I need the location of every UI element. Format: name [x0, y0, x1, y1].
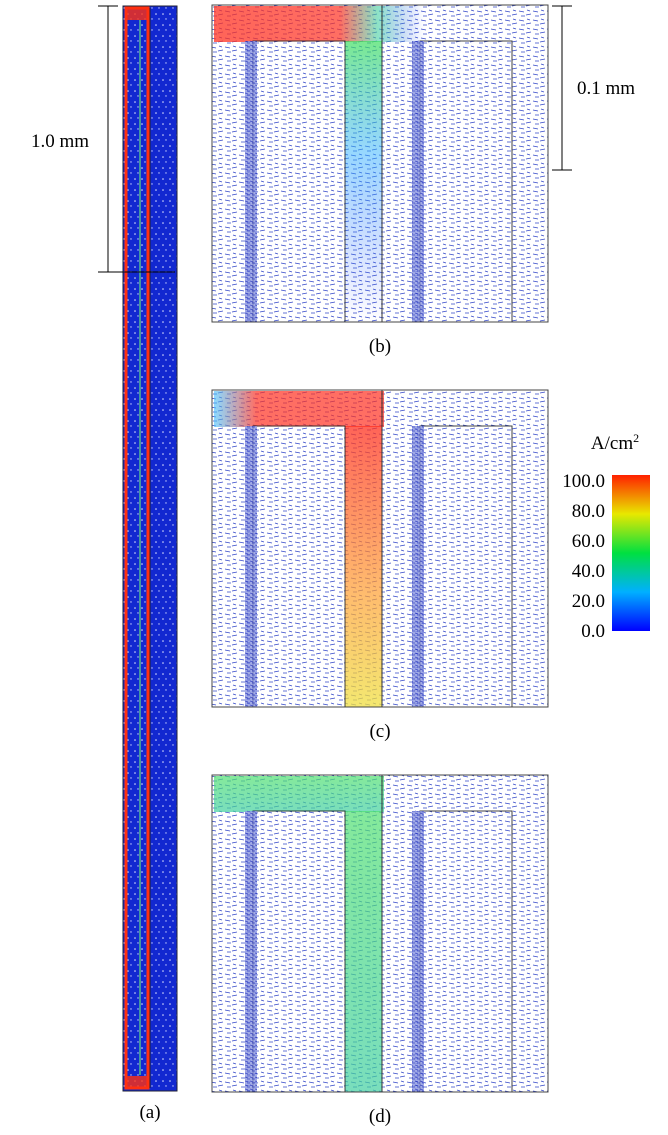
scale-bar-b	[552, 5, 572, 171]
current-channel	[345, 426, 382, 707]
outline	[211, 4, 549, 323]
edge-density	[245, 41, 257, 322]
unit-superscript: 2	[633, 431, 639, 445]
edge-density	[412, 426, 424, 707]
current-top	[214, 391, 384, 427]
electrode	[419, 40, 513, 323]
current-channel	[345, 811, 382, 1092]
unit: A/cm	[591, 433, 633, 454]
panel-b	[211, 4, 549, 323]
edge-density	[412, 811, 424, 1092]
scale-label: 1.0 mm	[31, 131, 89, 152]
colorbar-tick: 0.0	[581, 621, 605, 642]
colorbar-tick: 80.0	[572, 501, 605, 522]
colorbar-tick: 100.0	[562, 471, 605, 492]
electrode	[419, 425, 513, 708]
colorbar	[612, 475, 650, 631]
current-top	[214, 6, 424, 42]
colorbar-tick: 20.0	[572, 591, 605, 612]
outline	[211, 774, 549, 1093]
scale-bar-a	[98, 5, 175, 273]
current-channel	[345, 41, 382, 322]
colorbar-tick: 60.0	[572, 531, 605, 552]
edge-density	[412, 41, 424, 322]
scale-label: 0.1 mm	[577, 78, 635, 99]
panel-label: (d)	[369, 1106, 391, 1127]
panel-d	[211, 774, 549, 1093]
electrode	[419, 810, 513, 1093]
outline	[211, 389, 549, 708]
panel-label: (b)	[369, 336, 391, 357]
current-top	[214, 776, 384, 812]
edge-density	[245, 811, 257, 1092]
panel-label: (c)	[369, 721, 390, 742]
edge-density	[245, 426, 257, 707]
panel-a	[122, 5, 178, 1092]
colorbar-unit: A/cm2	[591, 431, 639, 454]
panel-label: (a)	[139, 1102, 160, 1123]
electrode	[252, 810, 346, 1093]
electrode	[252, 425, 346, 708]
colorbar-tick: 40.0	[572, 561, 605, 582]
panel-c	[211, 389, 549, 708]
electrode	[252, 40, 346, 323]
